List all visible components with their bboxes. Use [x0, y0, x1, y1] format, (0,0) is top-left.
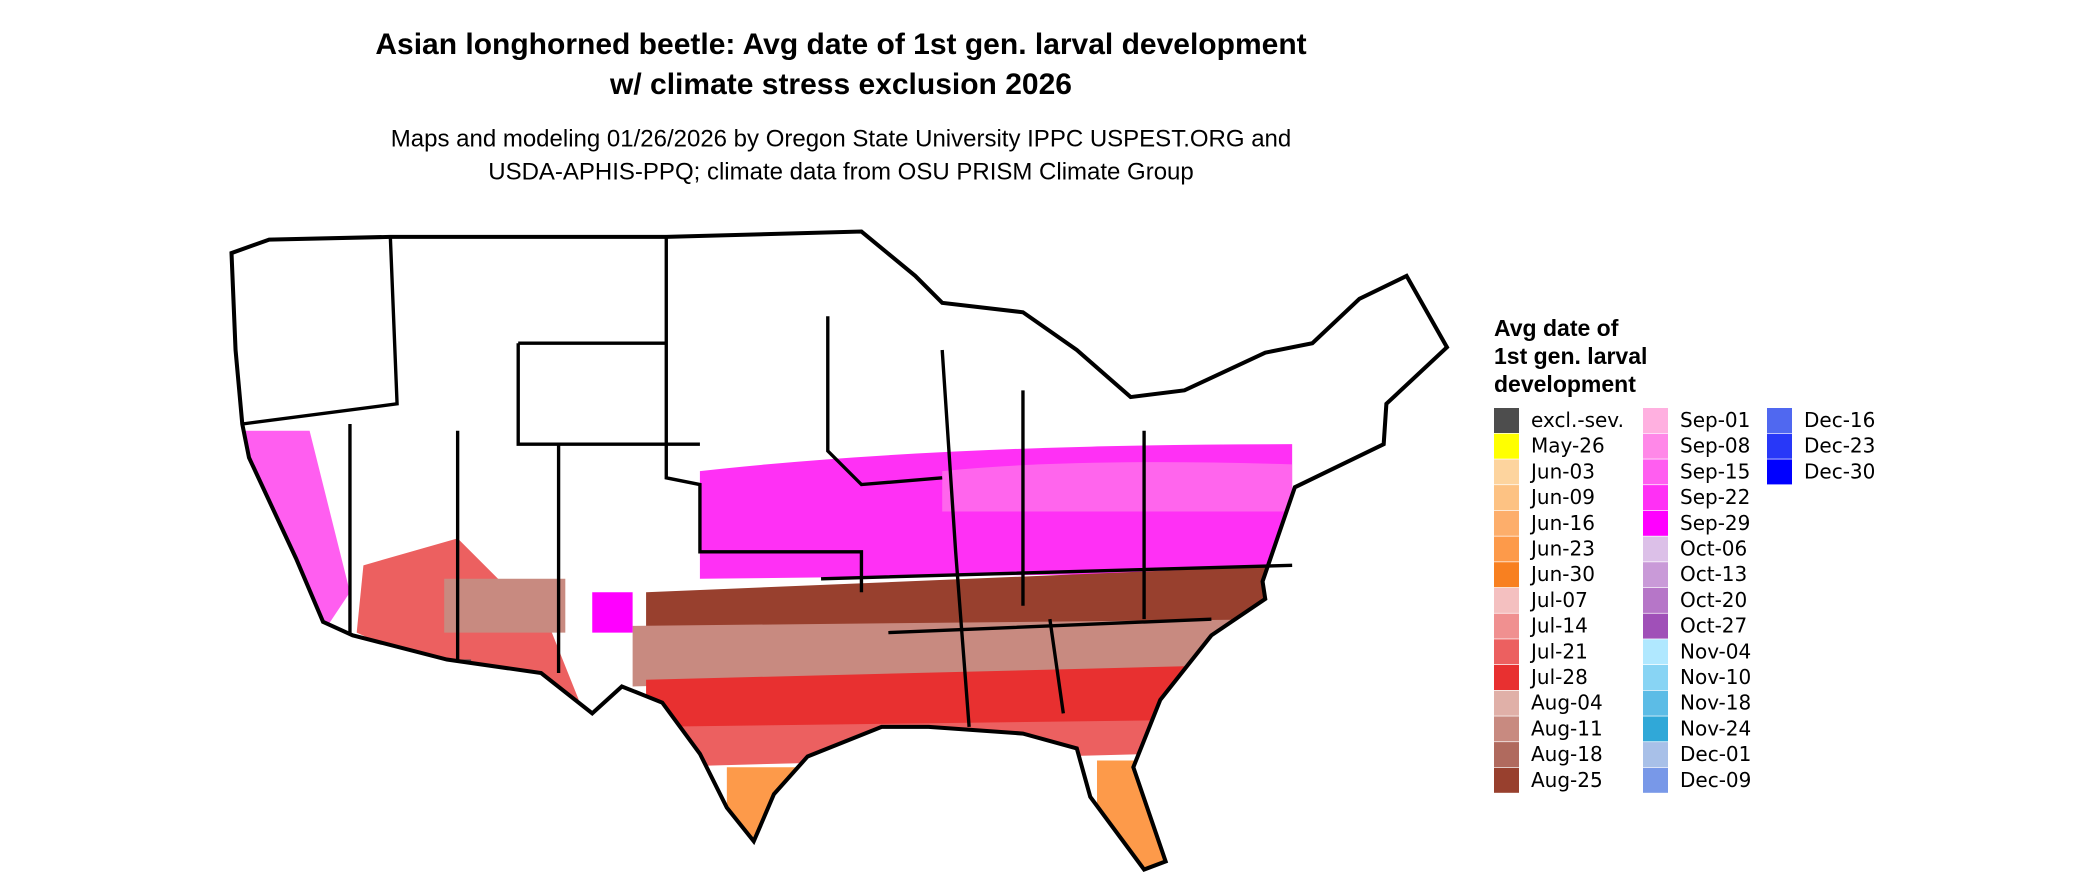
legend-title: development	[1494, 371, 1636, 397]
legend-label: May-26	[1531, 434, 1605, 458]
legend-swatch	[1767, 433, 1792, 459]
legend-label: Dec-09	[1680, 768, 1751, 792]
legend-label: Sep-01	[1680, 408, 1750, 432]
legend-label: Aug-25	[1531, 768, 1603, 792]
legend-label: Sep-15	[1680, 459, 1750, 483]
legend-swatch	[1643, 510, 1668, 536]
legend-swatch	[1643, 562, 1668, 588]
legend-swatch	[1494, 665, 1519, 690]
legend-swatch	[1643, 690, 1668, 716]
legend-swatch	[1643, 459, 1668, 485]
legend-swatch	[1494, 459, 1519, 485]
legend-swatch	[1767, 459, 1792, 485]
legend-label: Nov-24	[1680, 716, 1751, 740]
legend-swatch	[1643, 716, 1668, 742]
legend-swatch	[1643, 742, 1668, 768]
title: Asian longhorned beetle: Avg date of 1st…	[375, 28, 1306, 61]
legend-label: Jul-07	[1529, 588, 1588, 612]
legend-label: Jun-16	[1529, 511, 1595, 535]
legend-swatch	[1494, 613, 1519, 639]
legend-label: Aug-04	[1531, 691, 1603, 715]
legend-swatch	[1494, 716, 1519, 742]
legend-swatch	[1643, 485, 1668, 511]
legend-label: Oct-13	[1680, 562, 1747, 586]
legend-swatch	[1643, 587, 1668, 613]
subtitle: USDA-APHIS-PPQ; climate data from OSU PR…	[488, 158, 1194, 185]
legend-swatch	[1643, 639, 1668, 665]
legend-label: Jun-03	[1529, 459, 1595, 483]
legend-title: 1st gen. larval	[1494, 343, 1647, 369]
legend-label: Jul-14	[1529, 614, 1588, 638]
legend-label: Jun-23	[1529, 537, 1595, 561]
legend-swatch	[1494, 536, 1519, 562]
legend-label: Nov-18	[1680, 691, 1751, 715]
legend-swatch	[1494, 690, 1519, 716]
legend-swatch	[1494, 408, 1519, 433]
legend-label: Jun-09	[1529, 485, 1595, 509]
legend-swatch	[1494, 639, 1519, 665]
legend-label: Oct-27	[1680, 614, 1747, 638]
legend-swatch	[1494, 767, 1519, 793]
legend-label: Sep-29	[1680, 511, 1750, 535]
legend-swatch	[1494, 433, 1519, 459]
legend-swatch	[1494, 562, 1519, 588]
legend-swatch	[1494, 587, 1519, 613]
legend-label: Nov-04	[1680, 639, 1751, 663]
legend-label: Jun-30	[1529, 562, 1595, 586]
legend-label: Aug-18	[1531, 742, 1603, 766]
legend-swatch	[1494, 485, 1519, 511]
legend-label: Nov-10	[1680, 665, 1751, 689]
legend-swatch	[1643, 613, 1668, 639]
legend-swatch	[1494, 742, 1519, 768]
legend-title: Avg date of	[1494, 315, 1619, 341]
legend-label: Oct-20	[1680, 588, 1747, 612]
legend-label: Sep-22	[1680, 485, 1750, 509]
legend-label: Dec-23	[1804, 434, 1875, 458]
legend-label: Dec-01	[1680, 742, 1751, 766]
legend-label: Dec-16	[1804, 408, 1875, 432]
legend-swatch	[1643, 536, 1668, 562]
legend-label: Dec-30	[1804, 459, 1875, 483]
legend-label: Sep-08	[1680, 434, 1750, 458]
title: w/ climate stress exclusion 2026	[609, 68, 1072, 101]
legend-swatch	[1643, 767, 1668, 793]
legend-label: excl.-sev.	[1531, 408, 1624, 432]
legend-swatch	[1643, 433, 1668, 459]
legend-swatch	[1767, 408, 1792, 433]
legend-label: Oct-06	[1680, 537, 1747, 561]
subtitle: Maps and modeling 01/26/2026 by Oregon S…	[391, 125, 1291, 152]
legend-label: Jul-28	[1529, 665, 1588, 689]
legend-swatch	[1494, 510, 1519, 536]
legend-swatch	[1643, 665, 1668, 690]
legend-label: Aug-11	[1531, 716, 1603, 740]
legend-swatch	[1643, 408, 1668, 433]
us-map	[229, 229, 1467, 875]
legend-label: Jul-21	[1529, 639, 1588, 663]
